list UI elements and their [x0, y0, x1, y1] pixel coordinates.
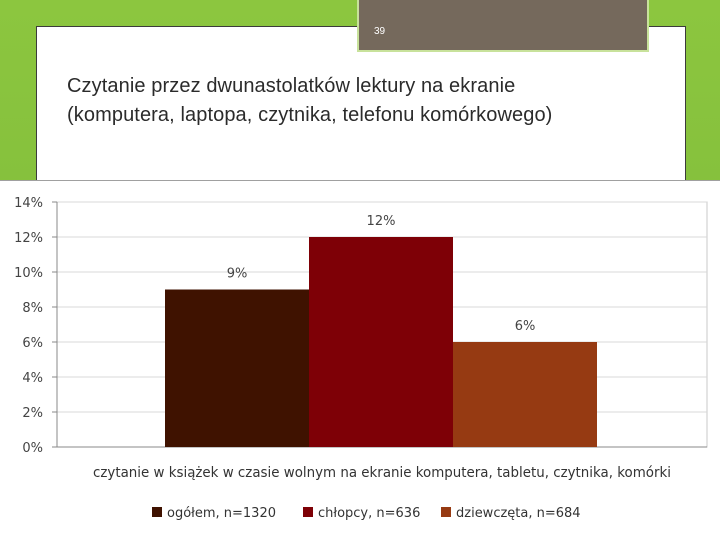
page-number-tab [359, 0, 647, 50]
y-tick-label: 8% [22, 301, 43, 316]
data-label: 12% [367, 214, 396, 229]
y-tick-label: 6% [22, 336, 43, 351]
legend-swatch [441, 507, 451, 517]
legend-label: ogółem, n=1320 [167, 506, 276, 521]
y-tick-label: 10% [14, 266, 43, 281]
y-tick-label: 2% [22, 406, 43, 421]
bar-1 [165, 289, 309, 447]
bar-chart: 0% 2% 4% 6% 8% 10% 12% 14% 9% 12% 6% czytanie w ksi… [14, 196, 708, 521]
slide-title-line-1: Czytanie przez dwunastolatków lektury na… [67, 75, 516, 97]
y-tick-label: 14% [14, 196, 43, 211]
legend-label: dziewczęta, n=684 [456, 506, 581, 521]
slide-title-line-2: (komputera, laptopa, czytnika, telefonu … [67, 104, 553, 126]
legend-swatch [303, 507, 313, 517]
slide-title: Czytanie przez dwunastolatków lektury na… [67, 72, 707, 130]
y-tick-label: 12% [14, 231, 43, 246]
legend-label: chłopcy, n=636 [318, 506, 420, 521]
x-axis-label: czytanie w książek w czasie wolnym na ek… [93, 465, 671, 481]
legend-swatch [152, 507, 162, 517]
data-label: 6% [515, 319, 536, 334]
bar-2 [309, 237, 453, 447]
chart-panel: 0% 2% 4% 6% 8% 10% 12% 14% 9% 12% 6% czytanie w ksi… [0, 180, 720, 541]
data-label: 9% [227, 267, 248, 282]
y-tick-label: 4% [22, 371, 43, 386]
y-tick-label: 0% [22, 441, 43, 456]
page-number: 39 [374, 26, 386, 37]
bar-3 [453, 342, 597, 447]
